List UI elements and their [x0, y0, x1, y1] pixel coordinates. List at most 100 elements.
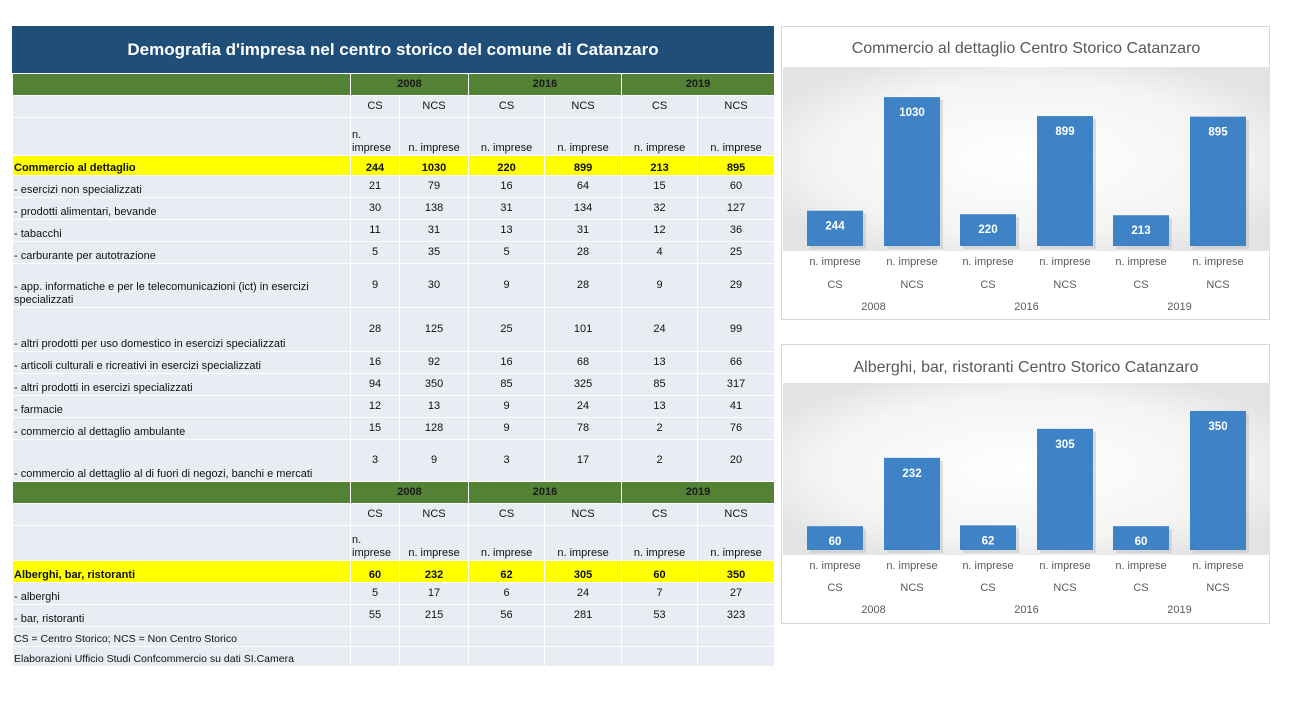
bar: [1113, 526, 1169, 550]
row-value: 13: [621, 351, 699, 374]
table-title: Demografia d'impresa nel centro storico …: [12, 26, 774, 73]
bar: [884, 457, 940, 550]
row-value: 5: [468, 241, 546, 264]
row-label: - prodotti alimentari, bevande: [12, 197, 351, 220]
tick-label-area: CS: [980, 279, 995, 291]
row-value: 13: [621, 395, 699, 418]
row-value: 85: [621, 373, 699, 396]
row-value: 7: [621, 582, 699, 605]
unit-cell: n. imprese: [697, 117, 776, 156]
row-value: 28: [544, 241, 623, 264]
highlight-value: 232: [398, 560, 470, 583]
row-value: 30: [350, 197, 400, 220]
highlight-value: 895: [697, 155, 776, 176]
tick-label-unit: n. imprese: [1039, 560, 1090, 572]
tick-label-unit: n. imprese: [1192, 256, 1243, 268]
note-blank: [697, 626, 776, 647]
row-value: 29: [697, 263, 776, 308]
tick-label-area: NCS: [1053, 582, 1076, 594]
plot-area: [783, 383, 1270, 555]
table-row: - app. informatiche e per le telecomunic…: [12, 263, 776, 308]
bar: [884, 97, 940, 246]
tick-label-unit: n. imprese: [886, 256, 937, 268]
highlight-row: Commercio al dettaglio 244 1030 220 899 213 89…: [12, 155, 776, 176]
tick-label-area: NCS: [900, 279, 923, 291]
note-blank: [468, 646, 546, 667]
bar-value-label: 60: [1135, 536, 1148, 548]
row-label: - alberghi: [12, 582, 351, 605]
unit-cell: n. imprese: [468, 525, 546, 561]
chart-title: Commercio al dettaglio Centro Storico Ca…: [852, 40, 1201, 57]
row-value: 20: [697, 439, 776, 482]
bar: [1037, 116, 1093, 246]
highlight-value: 60: [621, 560, 699, 583]
row-value: 68: [544, 351, 623, 374]
sub-header-cell: CS: [468, 503, 546, 526]
bar-value-label: 305: [1055, 439, 1075, 451]
row-value: 5: [350, 241, 400, 264]
note-blank: [398, 626, 470, 647]
note-blank: [544, 626, 623, 647]
tick-label-area: NCS: [900, 582, 923, 594]
sub-header-cell: CS: [350, 95, 400, 118]
note-legend: CS = Centro Storico; NCS = Non Centro St…: [12, 626, 351, 647]
row-label: - farmacie: [12, 395, 351, 418]
row-value: 16: [468, 175, 546, 198]
row-value: 27: [697, 582, 776, 605]
row-value: 101: [544, 307, 623, 352]
row-value: 78: [544, 417, 623, 440]
tick-label-year: 2019: [1167, 604, 1191, 616]
chart-alberghi: Alberghi, bar, ristoranti Centro Storico…: [781, 344, 1270, 624]
row-value: 28: [350, 307, 400, 352]
row-value: 94: [350, 373, 400, 396]
row-value: 9: [621, 263, 699, 308]
bar: [960, 525, 1016, 550]
highlight-value: 220: [468, 155, 546, 176]
tick-label-unit: n. imprese: [1115, 560, 1166, 572]
row-value: 9: [468, 417, 546, 440]
bar: [807, 526, 863, 550]
bar-value-label: 213: [1131, 225, 1150, 237]
unit-cell: n. imprese: [544, 525, 623, 561]
row-value: 92: [398, 351, 470, 374]
unit-line-2: imprese: [352, 142, 392, 154]
row-value: 9: [468, 395, 546, 418]
unit-row: n. imprese n. imprese n. imprese n. imprese n…: [12, 117, 776, 156]
sub-header-cell: CS: [621, 95, 699, 118]
demografia-table: 2008 2016 2019 CS NCS CS NCS CS NCS n. imprese n. i…: [12, 73, 776, 667]
row-value: 56: [468, 604, 546, 627]
bar: [1190, 116, 1246, 246]
highlight-value: 244: [350, 155, 400, 176]
row-value: 15: [350, 417, 400, 440]
highlight-value: 213: [621, 155, 699, 176]
bar-value-label: 899: [1055, 126, 1074, 138]
highlight-label: Commercio al dettaglio: [12, 155, 351, 176]
sub-header-blank: [12, 95, 351, 118]
unit-cell: n. imprese: [398, 117, 470, 156]
table-row: - bar, ristoranti 55 215 56 281 53 323: [12, 604, 776, 627]
bar-value-label: 232: [902, 468, 921, 480]
bar-value-label: 62: [982, 535, 995, 547]
row-value: 17: [544, 439, 623, 482]
tick-label-unit: n. imprese: [1192, 560, 1243, 572]
bar-value-label: 1030: [899, 107, 925, 119]
table-row: - articoli culturali e ricreativi in ese…: [12, 351, 776, 374]
tick-label-year: 2016: [1014, 301, 1038, 313]
unit-blank: [12, 117, 351, 156]
bar: [1037, 428, 1093, 550]
row-value: 21: [350, 175, 400, 198]
tick-label-unit: n. imprese: [962, 560, 1013, 572]
row-value: 6: [468, 582, 546, 605]
note-blank: [544, 646, 623, 667]
unit-cell: n. imprese: [621, 525, 699, 561]
tick-label-unit: n. imprese: [809, 560, 860, 572]
unit-cell: n. imprese: [350, 525, 400, 561]
row-value: 215: [398, 604, 470, 627]
tick-label-year: 2016: [1014, 604, 1038, 616]
chart-title: Alberghi, bar, ristoranti Centro Storico…: [853, 359, 1198, 376]
row-value: 15: [621, 175, 699, 198]
highlight-label: Alberghi, bar, ristoranti: [12, 560, 351, 583]
unit-cell: n. imprese: [468, 117, 546, 156]
sub-header-cell: NCS: [398, 503, 470, 526]
sub-header-cell: NCS: [544, 95, 623, 118]
